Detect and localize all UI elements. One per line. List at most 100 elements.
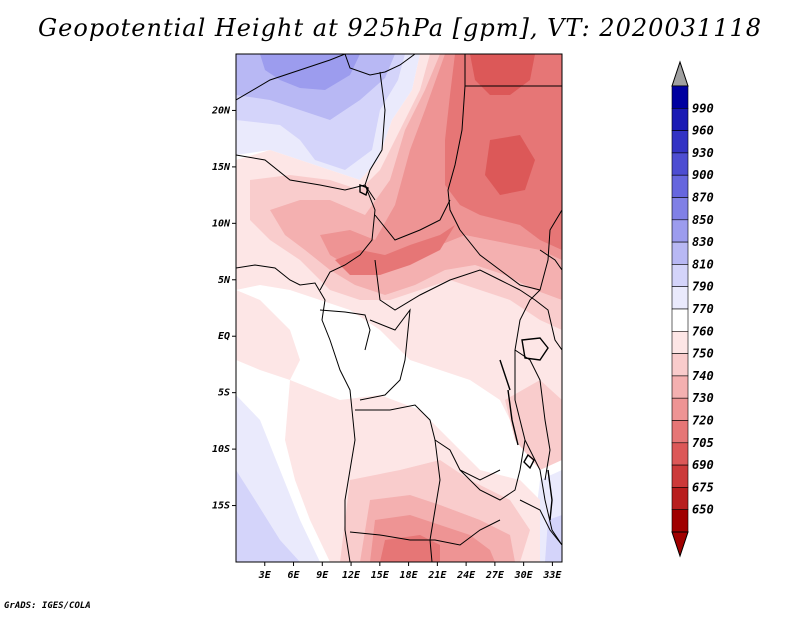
- lat-tick-label: 15N: [212, 162, 231, 173]
- field-deep-blue-nw: [260, 54, 360, 90]
- lat-tick-label: 5N: [218, 275, 231, 286]
- geopotential-field: [236, 54, 562, 562]
- colorbar-label: 790: [692, 280, 714, 294]
- border-algeria-mali: [236, 54, 346, 101]
- field-red-south: [380, 535, 440, 562]
- map-frame: [235, 53, 563, 563]
- map-title: Geopotential Height at 925hPa [gpm], VT:…: [38, 14, 762, 42]
- coastline-west: [236, 264, 356, 562]
- field-light-pink-east: [505, 380, 562, 470]
- lon-tick-label: 30E: [514, 570, 534, 581]
- colorbar-segment: [671, 375, 689, 399]
- colorbar-segment: [671, 353, 689, 377]
- border-congo-drc: [359, 308, 411, 401]
- colorbar-label: 740: [692, 369, 714, 383]
- colorbar-label: 760: [692, 324, 714, 338]
- lon-tick-label: 6E: [288, 570, 301, 581]
- field-dark-red-ne: [470, 54, 535, 95]
- lon-tick-label: 18E: [400, 570, 419, 581]
- field-dark-red-sudan: [485, 135, 535, 195]
- colorbar-segment: [671, 152, 689, 176]
- lake-malawi: [547, 469, 553, 521]
- field-pale-pink-west: [236, 290, 300, 380]
- lat-tick-label: 10N: [212, 218, 231, 229]
- colorbar-segment: [671, 85, 689, 109]
- lon-tick-label: 3E: [258, 570, 272, 581]
- lake-chad: [359, 183, 369, 197]
- colorbar-label: 750: [692, 347, 714, 361]
- border-sudan-chad: [447, 85, 466, 231]
- lake-victoria: [521, 337, 549, 361]
- colorbar-label: 930: [692, 146, 714, 160]
- colorbar-label: 960: [692, 124, 714, 138]
- border-ethiopia: [539, 249, 562, 271]
- field-light-blue-se: [545, 515, 562, 562]
- lat-tick-label: 15S: [212, 501, 230, 512]
- colorbar-segment: [671, 264, 689, 287]
- colorbar-label: 870: [692, 191, 714, 205]
- colorbar-segment: [671, 487, 689, 510]
- lat-tick-label: 20N: [211, 105, 231, 116]
- lake-outlines: [359, 183, 553, 521]
- colorbar-segment: [671, 108, 689, 131]
- colorbar-segment: [671, 308, 689, 332]
- colorbar-label: 830: [692, 235, 714, 249]
- border-nigeria-cameroon: [319, 184, 376, 291]
- colorbar-label: 850: [692, 213, 714, 227]
- longitude-axis: 3E 6E 9E 12E 15E 18E 21E 24E 27E 30E 33E: [258, 562, 562, 581]
- colorbar-segment: [671, 219, 689, 243]
- lon-tick-label: 33E: [542, 570, 562, 581]
- colorbar-segment: [671, 442, 689, 466]
- colorbar-segment: [671, 174, 689, 198]
- colorbar-segment: [671, 286, 689, 310]
- border-libya-niger: [344, 54, 416, 76]
- latitude-axis: 20N 15N 10N 5N EQ 5S 10S 15S: [211, 105, 236, 512]
- colorbar-label: 810: [692, 257, 714, 271]
- colorbar-label: 675: [692, 480, 714, 494]
- colorbar: 990 960 930 900 870 850 830 810 790 770 760 750 740 7…: [671, 60, 714, 558]
- lake-albert: [499, 359, 511, 391]
- lon-tick-label: 15E: [371, 570, 390, 581]
- colorbar-label: 730: [692, 391, 714, 405]
- border-south-sudan: [459, 229, 541, 291]
- colorbar-segment: [671, 330, 689, 354]
- colorbar-segment: [671, 464, 689, 488]
- lat-tick-label: 10S: [212, 444, 230, 455]
- lon-tick-label: 12E: [342, 570, 361, 581]
- colorbar-segment: [671, 509, 689, 533]
- colorbar-segment: [671, 420, 689, 444]
- colorbar-label: 990: [692, 101, 714, 115]
- border-drc-zambia: [459, 439, 526, 501]
- lake-kyoga: [523, 453, 535, 470]
- colorbar-segment: [671, 241, 689, 265]
- colorbar-label: 720: [692, 414, 714, 428]
- coastline-east: [514, 209, 562, 546]
- lon-tick-label: 9E: [316, 570, 329, 581]
- border-uganda-kenya: [519, 289, 562, 351]
- field-red-central: [335, 225, 455, 275]
- colorbar-segment: [671, 197, 689, 221]
- colorbar-label: 650: [692, 503, 714, 517]
- border-angola-zambia: [429, 439, 441, 562]
- border-chad-car: [374, 199, 451, 241]
- colorbar-label: 770: [692, 302, 714, 316]
- colorbar-segment: [671, 397, 689, 421]
- colorbar-segment: [671, 130, 689, 154]
- colorbar-under-triangle: [671, 531, 689, 558]
- lon-tick-label: 21E: [427, 570, 447, 581]
- grads-credit: GrADS: IGES/COLA: [4, 601, 91, 611]
- border-car-drc: [374, 259, 521, 311]
- lat-tick-label: EQ: [218, 331, 230, 342]
- lake-tanganyika: [507, 389, 519, 446]
- lat-tick-label: 5S: [218, 388, 230, 399]
- field-light-blue-coast: [236, 470, 300, 562]
- lon-tick-label: 27E: [485, 570, 505, 581]
- colorbar-label: 705: [692, 436, 714, 450]
- border-mozambique: [519, 499, 562, 546]
- colorbar-label: 900: [692, 168, 714, 182]
- lon-tick-label: 24E: [456, 570, 476, 581]
- border-cameroon-gabon: [319, 309, 371, 351]
- border-zambia-namibia: [349, 519, 501, 546]
- colorbar-over-triangle: [671, 60, 689, 87]
